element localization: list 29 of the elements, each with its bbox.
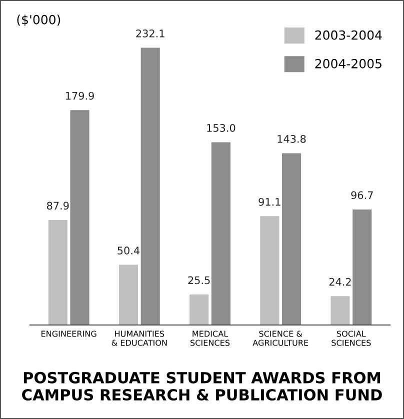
bar — [352, 209, 372, 325]
legend-label: 2003-2004 — [315, 30, 382, 40]
data-label: 96.7 — [351, 191, 373, 200]
x-tick-label: SCIENCE & AGRICULTURE — [252, 330, 308, 346]
bar — [118, 264, 138, 325]
data-label: 153.0 — [207, 124, 236, 132]
bar — [70, 110, 90, 325]
data-label: 25.5 — [188, 276, 210, 284]
data-label: 143.8 — [278, 134, 306, 143]
data-label: 24.2 — [329, 278, 351, 286]
text: POSTGRADUATE STUDENT AWARDS FROM CAMPUS RESEARCH & PUBLICATION FUND — [22, 372, 382, 401]
x-tick-label: MEDICAL SCIENCES — [190, 330, 230, 346]
bar — [190, 294, 209, 325]
x-tick-label: HUMANITIES & EDUCATION — [112, 330, 167, 346]
data-label: 232.1 — [136, 29, 164, 38]
legend-label: 2004-2005 — [315, 58, 382, 68]
data-label: 91.1 — [258, 198, 280, 206]
x-tick-label: SOCIAL SCIENCES — [332, 330, 371, 346]
bar — [140, 48, 160, 325]
y-axis-title: ($'000) — [17, 14, 60, 26]
bar — [48, 220, 68, 325]
data-label: 50.4 — [118, 246, 140, 254]
data-label: 87.9 — [46, 202, 69, 210]
bar — [260, 216, 280, 325]
x-tick-label: ENGINEERING — [42, 330, 96, 337]
bar — [211, 142, 230, 325]
bar — [282, 153, 302, 325]
bar — [330, 296, 350, 325]
data-label: 179.9 — [66, 92, 94, 100]
